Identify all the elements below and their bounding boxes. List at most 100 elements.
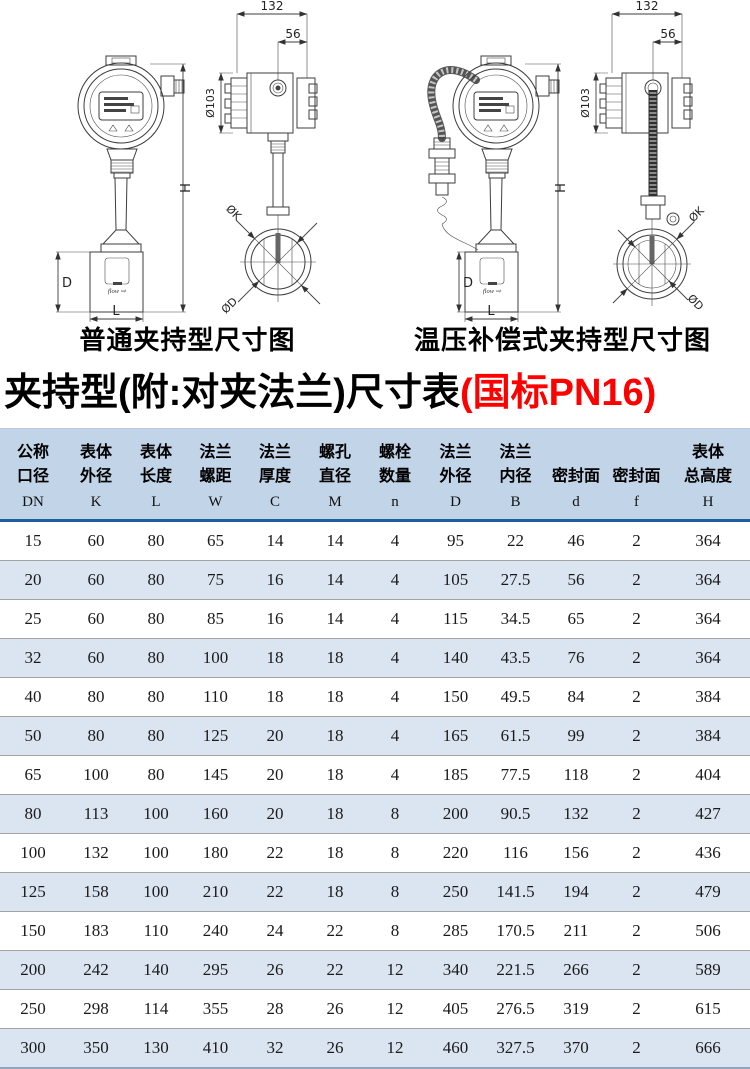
dimension-table: 公称 口径 DN 表体 外径 K 表体 长度 L 法兰 螺距 W 法兰 厚度 C 螺孔 直径 M 螺栓 数量 n 法兰 外径…	[0, 427, 750, 1069]
table-cell: 12	[365, 988, 425, 1028]
table-cell: 150	[425, 676, 486, 716]
table-cell: 46	[567, 530, 585, 550]
table-cell: 99	[545, 715, 607, 755]
table-cell: 8	[365, 910, 425, 950]
dim-head-dia-label: Ø103	[204, 88, 217, 118]
table-cell: 100	[126, 871, 186, 911]
table-cell: 27.5	[486, 559, 545, 599]
table-cell: 140	[425, 637, 486, 677]
column-header: 法兰 螺距 W	[186, 428, 245, 522]
column-header: 密封面 d	[545, 428, 607, 522]
table-cell: 220	[425, 832, 486, 872]
table-cell: 49.5	[486, 676, 545, 716]
table-cell: 16	[245, 559, 305, 599]
table-cell: 185	[425, 754, 486, 794]
table-cell: 170.5	[486, 910, 545, 950]
table-cell: 156	[545, 832, 607, 872]
table-cell: 4	[365, 637, 425, 677]
table-cell: 2	[607, 754, 666, 794]
table-cell: 56	[545, 559, 607, 599]
table-cell: 405	[425, 988, 486, 1028]
table-cell: 14	[305, 559, 365, 599]
table-row: 15 60 80 65 14 14 4 95 22 46 2 364	[0, 520, 750, 560]
table-cell: 18	[305, 754, 365, 794]
table-cell: 20	[245, 754, 305, 794]
table-cell: 110	[126, 910, 186, 950]
table-cell: 43.5	[486, 637, 545, 677]
table-cell: 4	[365, 559, 425, 599]
ordinary-clamp-diagram: flow ⇨ D L H 132 56	[0, 0, 375, 360]
table-cell: 14	[305, 598, 365, 638]
table-cell: 125	[0, 871, 66, 911]
table-row: 125 158 100 210 22 18 8 250 141.5 194 2 479	[0, 871, 750, 911]
table-cell: 506	[666, 910, 750, 950]
dim-port-offset-label: 56	[285, 27, 300, 41]
column-header: 表体 长度 L	[126, 428, 186, 522]
table-cell: 615	[666, 988, 750, 1028]
table-cell: 80	[66, 676, 126, 716]
table-cell: 80	[147, 530, 165, 550]
column-header: 螺孔 直径 M	[305, 428, 365, 522]
table-cell: 295	[186, 949, 245, 989]
table-cell: 24	[245, 910, 305, 950]
table-cell: 110	[186, 676, 245, 716]
table-cell: 61.5	[486, 715, 545, 755]
table-cell: 100	[186, 637, 245, 677]
column-header: 螺栓 数量 n	[365, 428, 425, 522]
table-cell: 105	[425, 559, 486, 599]
table-cell: 32	[245, 1027, 305, 1068]
table-cell: 4	[365, 676, 425, 716]
column-header: 公称 口径 DN	[0, 428, 66, 522]
table-cell: 276.5	[486, 988, 545, 1028]
table-cell: 2	[607, 832, 666, 872]
table-cell: 210	[186, 871, 245, 911]
table-cell: 145	[186, 754, 245, 794]
table-cell: 8	[365, 793, 425, 833]
table-cell: 50	[0, 715, 66, 755]
diagram-caption-ordinary: 普通夹持型尺寸图	[79, 325, 296, 355]
table-cell: 100	[126, 793, 186, 833]
table-row: 200 242 140 295 26 22 12 340 221.5 266 2 589	[0, 949, 750, 989]
table-cell: 16	[245, 598, 305, 638]
dim-bore-label: ØD	[219, 295, 240, 316]
table-header-row: 公称 口径 DN 表体 外径 K 表体 长度 L 法兰 螺距 W 法兰 厚度 C 螺孔 直径 M 螺栓 数量 n 法兰 外径…	[0, 428, 750, 522]
table-cell: 80	[126, 715, 186, 755]
column-header: 法兰 内径 B	[486, 428, 545, 522]
table-cell: 2	[607, 598, 666, 638]
table-cell: 60	[66, 637, 126, 677]
dim-flange-outer-label: ØK	[686, 204, 707, 225]
dim-total-height-label: H	[179, 183, 194, 193]
table-cell: 221.5	[486, 949, 545, 989]
table-row: 32 60 80 100 18 18 4 140 43.5 76 2 364	[0, 637, 750, 677]
table-cell: 319	[545, 988, 607, 1028]
table-cell: 118	[545, 754, 607, 794]
table-cell: 194	[545, 871, 607, 911]
flow-direction-label: flow ⇨	[108, 288, 127, 295]
front-view: flow ⇨	[77, 55, 185, 313]
table-cell: 4	[365, 754, 425, 794]
table-cell: 165	[425, 715, 486, 755]
table-cell: 100	[126, 832, 186, 872]
side-view: 132 56 Ø103	[204, 0, 321, 316]
table-row: 250 298 114 355 28 26 12 405 276.5 319 2 615	[0, 988, 750, 1028]
table-cell: 141.5	[486, 871, 545, 911]
table-cell: 200	[425, 793, 486, 833]
table-row: 50 80 80 125 20 18 4 165 61.5 99 2 384	[0, 715, 750, 755]
flow-direction-label: flow ⇨	[483, 288, 502, 295]
front-view-dimensions: D L H	[456, 63, 569, 322]
table-cell: 32	[0, 637, 66, 677]
dim-body-height-label: D	[62, 276, 72, 291]
column-header: 法兰 外径 D	[425, 428, 486, 522]
table-cell: 114	[126, 988, 186, 1028]
table-cell: 15	[24, 530, 42, 550]
table-cell: 75	[186, 559, 245, 599]
table-cell: 26	[245, 949, 305, 989]
table-cell: 132	[545, 793, 607, 833]
table-cell: 125	[186, 715, 245, 755]
table-cell: 410	[186, 1027, 245, 1068]
table-cell: 2	[607, 949, 666, 989]
table-cell: 2	[607, 637, 666, 677]
table-cell: 200	[0, 949, 66, 989]
table-cell: 4	[365, 598, 425, 638]
side-view: 132 56 Ø103	[579, 0, 707, 313]
